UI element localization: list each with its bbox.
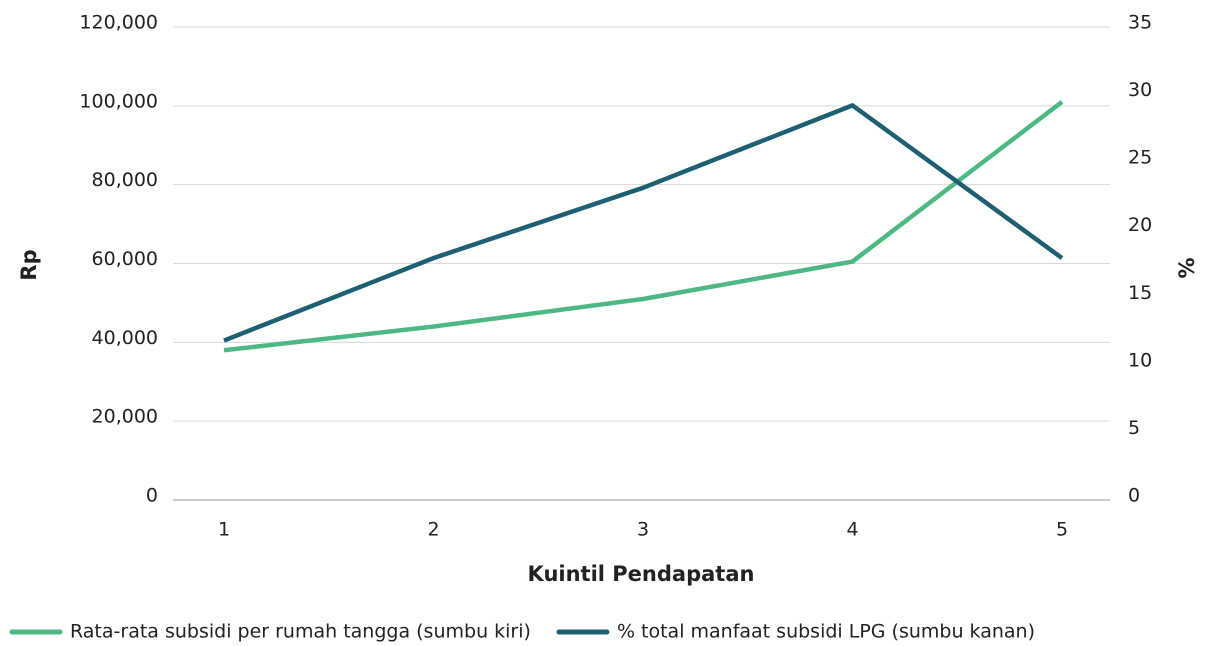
- y-tick-label: 120,000: [79, 12, 158, 34]
- y-tick-label: 0: [146, 485, 158, 507]
- y2-tick-label: 30: [1128, 79, 1152, 101]
- y-tick-label: 40,000: [92, 327, 158, 349]
- x-axis-title: Kuintil Pendapatan: [528, 562, 755, 586]
- y2-tick-label: 5: [1128, 417, 1140, 439]
- y-tick-label: 60,000: [92, 248, 158, 270]
- y2-axis-title: %: [1175, 257, 1199, 278]
- y2-tick-label: 20: [1128, 214, 1152, 236]
- x-tick-label: 3: [637, 519, 649, 541]
- y-axis-title: Rp: [17, 249, 41, 280]
- line-series: [223, 100, 1064, 353]
- y2-tick-label: 25: [1128, 147, 1152, 169]
- line-series: [223, 103, 1064, 343]
- x-tick-label: 2: [427, 519, 439, 541]
- legend-label: Rata-rata subsidi per rumah tangga (sumb…: [70, 621, 531, 643]
- x-tick-label: 1: [218, 519, 230, 541]
- x-tick-label: 5: [1056, 519, 1068, 541]
- y-tick-label: 20,000: [92, 406, 158, 428]
- y-tick-label: 100,000: [79, 90, 158, 112]
- legend-label: % total manfaat subsidi LPG (sumbu kanan…: [617, 621, 1035, 643]
- x-tick-label: 4: [846, 519, 858, 541]
- y2-tick-label: 0: [1128, 485, 1140, 507]
- y2-tick-label: 10: [1128, 349, 1152, 371]
- y2-tick-label: 35: [1128, 12, 1152, 34]
- y-tick-label: 80,000: [92, 169, 158, 191]
- y2-tick-label: 15: [1128, 282, 1152, 304]
